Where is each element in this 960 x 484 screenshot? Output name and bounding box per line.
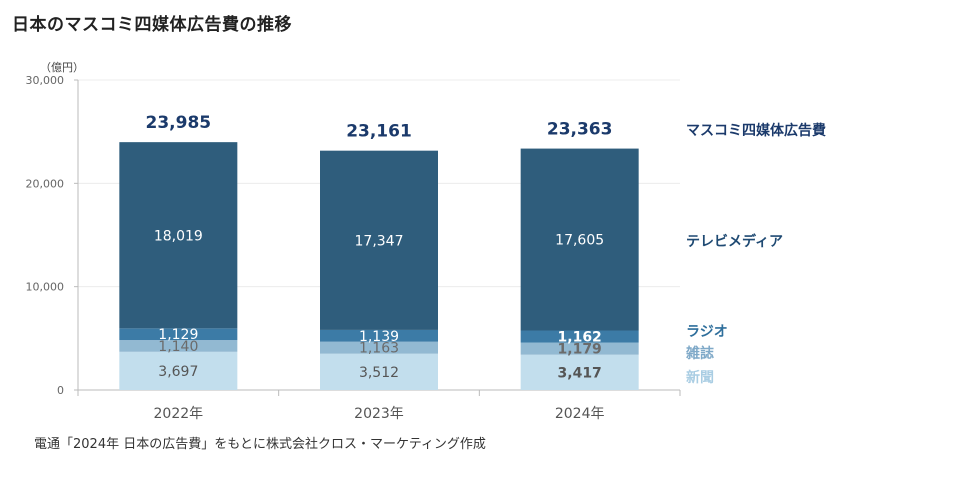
bar-segment-3 xyxy=(320,329,438,342)
legend-total: マスコミ四媒体広告費 xyxy=(686,122,826,139)
bar-segment-3 xyxy=(520,330,639,343)
legend-item: テレビメディア xyxy=(686,233,783,250)
bar-segment-2 xyxy=(320,341,438,354)
bar-total-label: 23,985 xyxy=(146,113,212,133)
x-category-label: 2023年 xyxy=(354,406,404,422)
bar-segment-3 xyxy=(119,328,238,341)
bar-data-label: 1,162 xyxy=(558,330,602,346)
legend-item: 新聞 xyxy=(686,369,714,386)
bar-data-label: 17,605 xyxy=(555,233,604,249)
y-tick-label: 10,000 xyxy=(26,281,65,294)
bar-data-label: 18,019 xyxy=(154,228,203,244)
bar-data-label: 1,179 xyxy=(558,342,602,358)
bar-segment-4 xyxy=(320,150,438,330)
bar-data-label: 1,163 xyxy=(359,341,399,357)
chart-title: 日本のマスコミ四媒体広告費の推移 xyxy=(12,15,292,35)
y-tick-label: 30,000 xyxy=(26,74,65,87)
y-tick-label: 0 xyxy=(57,384,64,397)
bar-segment-4 xyxy=(119,142,238,329)
x-category-label: 2024年 xyxy=(555,406,605,422)
bar-segment-1 xyxy=(520,354,639,390)
bar-data-label: 17,347 xyxy=(355,233,404,249)
bar-data-label: 1,140 xyxy=(158,339,198,355)
bar-total-label: 23,363 xyxy=(547,120,613,140)
bar-data-label: 1,129 xyxy=(158,327,198,343)
bar-data-label: 1,139 xyxy=(359,329,399,345)
bar-segment-1 xyxy=(119,351,238,390)
y-axis-unit: （億円） xyxy=(40,61,84,74)
x-category-label: 2022年 xyxy=(154,406,204,422)
bar-total-label: 23,161 xyxy=(346,122,412,142)
bar-segment-2 xyxy=(119,340,238,352)
legend-item: ラジオ xyxy=(686,324,728,340)
bar-segment-1 xyxy=(320,353,438,390)
bar-segment-4 xyxy=(520,148,639,331)
bar-data-label: 3,417 xyxy=(558,365,602,381)
y-tick-label: 20,000 xyxy=(26,177,65,190)
bar-data-label: 3,512 xyxy=(359,365,399,381)
source-note: 電通「2024年 日本の広告費」をもとに株式会社クロス・マーケティング作成 xyxy=(34,437,486,452)
bar-segment-2 xyxy=(520,342,639,355)
bar-data-label: 3,697 xyxy=(158,364,198,380)
legend-item: 雑誌 xyxy=(685,345,714,362)
